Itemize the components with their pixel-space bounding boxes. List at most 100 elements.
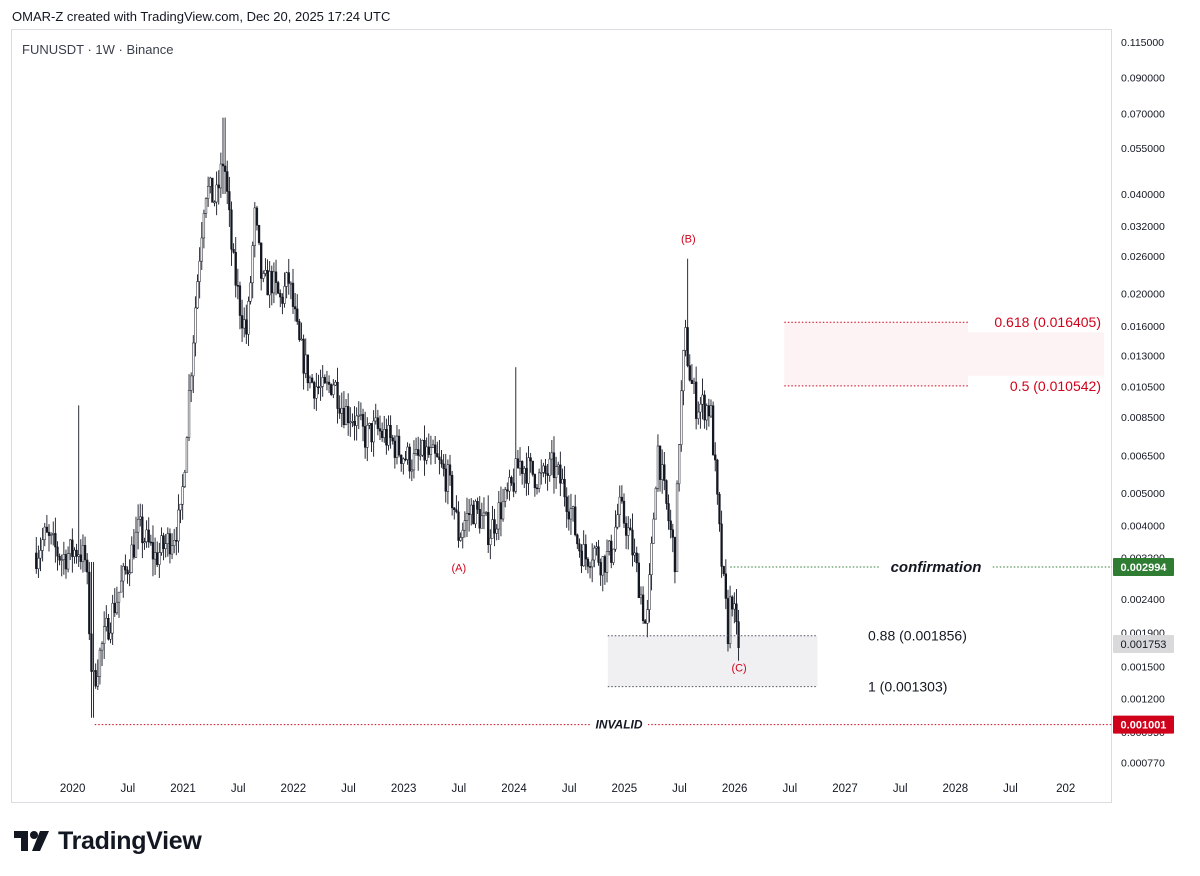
candle-body — [595, 546, 598, 549]
candle-body — [614, 526, 617, 550]
candle-body — [344, 406, 348, 425]
candle-body — [69, 539, 72, 554]
candle-body — [366, 424, 369, 448]
candle-body — [603, 556, 607, 573]
candle-body — [302, 338, 305, 374]
candle-body — [257, 224, 261, 244]
y-tick-label: 0.040000 — [1121, 189, 1165, 201]
candle-body — [253, 207, 256, 246]
candle-body — [395, 435, 399, 458]
candle-body — [654, 488, 657, 520]
candle-body — [79, 554, 82, 562]
y-tick-label: 0.006500 — [1121, 450, 1165, 462]
fib-label: 1 (0.001303) — [868, 679, 947, 695]
candle-body — [457, 511, 460, 541]
candle-body — [347, 406, 350, 424]
candle-body — [546, 473, 549, 476]
candle-body — [690, 379, 694, 384]
candle-body — [378, 428, 382, 432]
y-tick-label: 0.016000 — [1121, 321, 1165, 333]
candle-body — [52, 533, 55, 535]
candle-body — [726, 598, 730, 645]
candle-body — [414, 449, 418, 454]
candle-body — [71, 539, 74, 557]
candle-body — [215, 184, 218, 203]
candle-body — [406, 446, 409, 460]
x-tick-label: 2025 — [612, 783, 638, 795]
candle-body — [113, 603, 116, 614]
candle-body — [567, 511, 570, 520]
candle-body — [306, 354, 310, 384]
y-tick-label: 0.001200 — [1121, 693, 1165, 705]
candle-body — [610, 540, 613, 563]
x-tick-label: Jul — [1003, 783, 1018, 795]
x-tick-label: Jul — [672, 783, 687, 795]
candle-body — [455, 509, 458, 513]
tradingview-logo[interactable]: TradingView — [14, 826, 202, 856]
candle-body — [400, 454, 403, 464]
candle-body — [119, 580, 123, 593]
candle-body — [151, 542, 155, 560]
candle-body — [423, 439, 426, 461]
x-tick-label: Jul — [231, 783, 246, 795]
candle-body — [535, 487, 539, 490]
candle-body — [183, 471, 186, 487]
candle-body — [383, 429, 386, 438]
candle-body — [484, 512, 488, 514]
candle-body — [298, 321, 301, 340]
wave-label: (C) — [731, 662, 746, 674]
label-backdrop — [590, 716, 648, 733]
candle-body — [319, 386, 322, 388]
y-tick-label: 0.004000 — [1121, 520, 1165, 532]
candle-body — [132, 544, 136, 558]
x-tick-label: Jul — [893, 783, 908, 795]
candle-body — [722, 566, 725, 575]
candle-body — [81, 545, 85, 562]
candle-body — [682, 350, 685, 392]
candle-body — [221, 163, 225, 167]
candle-body — [482, 512, 486, 517]
candle-body — [444, 468, 447, 492]
candle-body — [92, 670, 95, 672]
candle-body — [686, 327, 689, 366]
candle-body — [368, 423, 371, 426]
y-tick-label: 0.090000 — [1121, 72, 1165, 84]
candle-body — [491, 519, 494, 539]
label-backdrop — [968, 312, 1106, 333]
candle-body — [181, 486, 184, 505]
candle-body — [446, 464, 450, 492]
candle-body — [591, 559, 594, 568]
candle-body — [147, 529, 150, 543]
candle-body — [90, 633, 93, 672]
price-tag — [1113, 715, 1174, 734]
candle-body — [134, 531, 138, 558]
candle-body — [527, 457, 530, 484]
candle-body — [170, 545, 174, 555]
candle-body — [508, 477, 511, 492]
candle-body — [404, 458, 407, 461]
candle-body — [41, 539, 44, 551]
candle-body — [665, 480, 668, 504]
candle-body — [209, 177, 212, 187]
label-backdrop — [968, 375, 1106, 396]
candle-body — [141, 516, 144, 544]
candle-body — [548, 458, 551, 476]
candle-body — [733, 603, 736, 610]
candle-body — [283, 286, 286, 304]
y-tick-label: 0.010500 — [1121, 381, 1165, 393]
candle-body — [35, 552, 38, 570]
chart-panel[interactable] — [11, 29, 1112, 803]
candle-body — [39, 550, 42, 559]
candle-body — [644, 620, 647, 624]
candle-body — [397, 435, 401, 456]
candle-body — [476, 501, 479, 510]
candle-body — [622, 500, 626, 524]
x-tick-label: 2020 — [60, 783, 86, 795]
x-tick-label: Jul — [120, 783, 135, 795]
candle-body — [699, 403, 702, 413]
candle-body — [421, 439, 424, 456]
candle-body — [631, 529, 634, 556]
candle-body — [601, 556, 604, 576]
candle-body — [724, 573, 727, 599]
